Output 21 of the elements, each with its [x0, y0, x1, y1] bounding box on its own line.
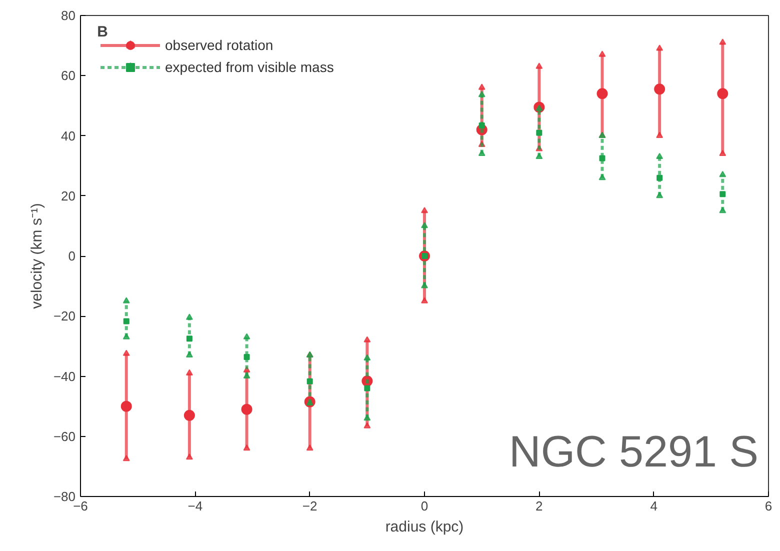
annotation: B: [97, 24, 108, 40]
legend-label: observed rotation: [165, 37, 274, 53]
x-axis-title: radius (kpc): [385, 518, 464, 536]
y-axis-title: velocity (km s⁻¹): [28, 203, 46, 309]
y-tick-label: 0: [68, 248, 76, 264]
x-tick-label: −2: [302, 498, 318, 514]
y-tick-label: 20: [61, 188, 76, 204]
x-tick-label: 0: [420, 498, 428, 514]
x-tick-label: 4: [650, 498, 658, 514]
y-tick-label: −80: [53, 489, 76, 504]
y-tick-label: −20: [53, 308, 76, 324]
x-tick-label: 2: [536, 498, 543, 514]
y-tick-label: 60: [61, 68, 76, 84]
y-tick-label: −60: [53, 428, 76, 444]
y-tick-label: 80: [61, 8, 76, 23]
x-tick-label: −4: [188, 498, 203, 514]
y-tick-label: −40: [53, 368, 76, 384]
legend-label: expected from visible mass: [165, 59, 334, 75]
x-tick-label: 6: [764, 498, 772, 514]
y-tick-label: 40: [61, 128, 76, 144]
annotation: NGC 5291 S: [509, 428, 759, 476]
